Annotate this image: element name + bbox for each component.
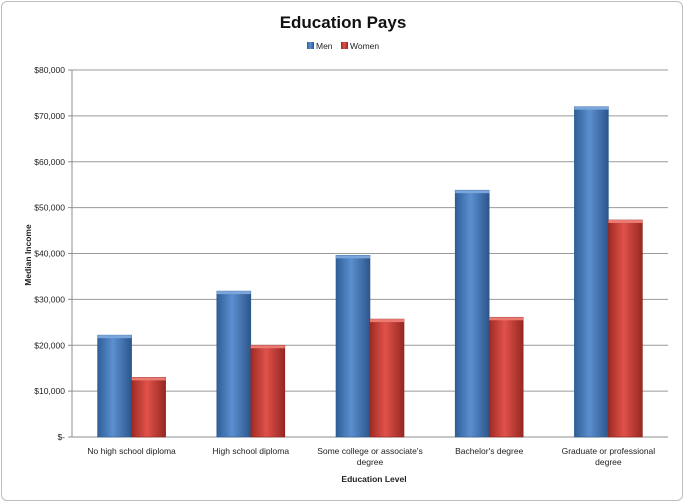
x-tick-label: Some college or associate's degree <box>317 446 423 467</box>
bar-men-0 <box>97 334 132 438</box>
legend: Men Women <box>307 41 379 51</box>
gridlines <box>68 69 668 438</box>
y-tick-label: $10,000 <box>34 386 65 396</box>
bar-top-highlight <box>370 319 404 323</box>
bar-women-2 <box>369 318 405 438</box>
y-tick-labels: $- $10,000 $20,000 $30,000 $40,000 $50,000 $60… <box>34 65 65 442</box>
bar-top-highlight <box>216 291 251 295</box>
y-axis-title: Median Income <box>23 224 33 286</box>
y-tick-label: $20,000 <box>34 340 65 350</box>
y-tick-label: $70,000 <box>34 111 65 121</box>
bar-men-3 <box>454 189 490 438</box>
y-tick-label: $80,000 <box>34 65 65 75</box>
chart-title: Education Pays <box>280 13 407 32</box>
bar-women-0 <box>131 377 166 438</box>
bars <box>97 106 643 438</box>
x-tick-label: Bachelor's degree <box>455 446 524 456</box>
x-axis-title: Education Level <box>341 474 406 484</box>
bar-women-4 <box>608 219 643 438</box>
bar-men-2 <box>335 255 371 438</box>
legend-swatch-men <box>307 42 314 49</box>
y-tick-label: $- <box>57 432 65 442</box>
y-tick-label: $30,000 <box>34 294 65 304</box>
bar-top-highlight <box>455 190 490 194</box>
y-tick-label: $60,000 <box>34 157 65 167</box>
bar-top-highlight <box>574 106 609 110</box>
bar-top-highlight <box>250 345 285 349</box>
x-tick-label: No high school diploma <box>87 446 176 456</box>
legend-label-men: Men <box>316 41 333 51</box>
y-tick-label: $50,000 <box>34 203 65 213</box>
bar-men-1 <box>216 290 252 438</box>
legend-swatch-women <box>341 42 348 49</box>
legend-label-women: Women <box>350 41 379 51</box>
x-tick-label: Graduate or professional degree <box>562 446 656 467</box>
bar-top-highlight <box>97 335 132 339</box>
bar-women-1 <box>250 344 286 438</box>
bar-top-highlight <box>608 220 643 224</box>
bar-women-3 <box>488 316 524 438</box>
x-tick-label: High school diploma <box>213 446 290 456</box>
bar-men-4 <box>574 106 609 438</box>
bar-top-highlight <box>131 377 166 381</box>
bar-top-highlight <box>489 317 524 321</box>
bar-top-highlight <box>336 255 370 259</box>
x-tick-labels: No high school diploma High school diplom… <box>87 446 655 467</box>
y-tick-label: $40,000 <box>34 249 65 259</box>
